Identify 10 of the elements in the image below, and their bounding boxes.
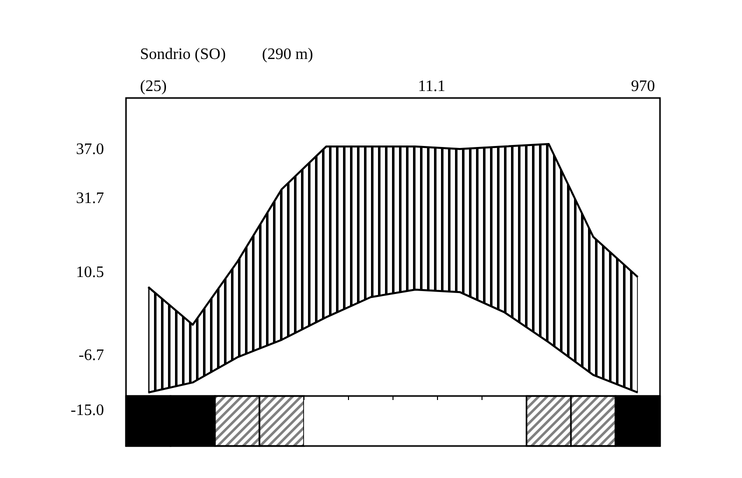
- text: 31.7: [76, 190, 104, 207]
- text: -6.7: [78, 347, 104, 364]
- chart-subtitle: (290 m): [262, 46, 314, 63]
- text: 11.1: [418, 78, 446, 95]
- text: 10.5: [76, 264, 104, 281]
- text: -15.0: [70, 402, 104, 419]
- text: (25): [140, 78, 167, 95]
- chart-title: Sondrio (SO): [140, 46, 226, 63]
- text: 37.0: [76, 141, 104, 158]
- text: 970: [631, 78, 655, 95]
